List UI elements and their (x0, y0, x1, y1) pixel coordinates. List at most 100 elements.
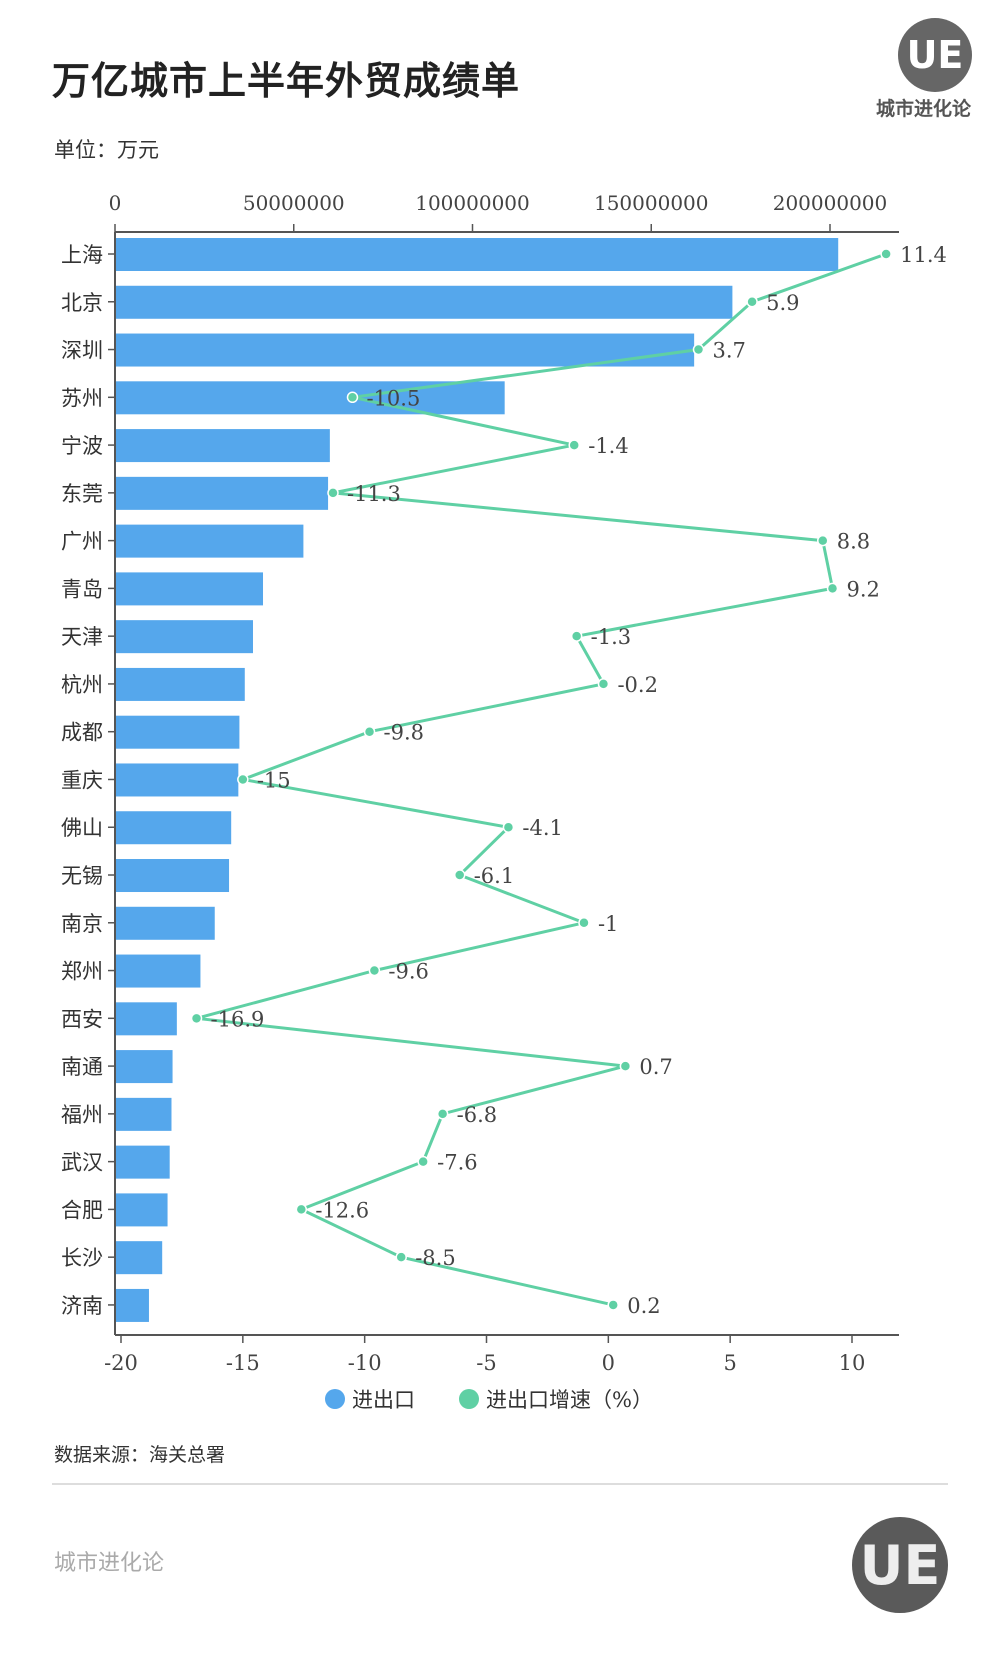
growth-label: -1.4 (588, 434, 629, 458)
bar-青岛 (116, 572, 264, 606)
category-label: 成都 (61, 721, 103, 745)
category-label: 宁波 (61, 434, 103, 458)
growth-label: -12.6 (315, 1198, 369, 1222)
legend-swatch-trade (325, 1389, 345, 1409)
growth-label: -1.3 (591, 625, 632, 649)
growth-point (237, 773, 249, 786)
growth-point (395, 1251, 407, 1263)
growth-point (746, 296, 758, 308)
footer-logo: UE (852, 1517, 948, 1613)
bar-长沙 (116, 1241, 163, 1275)
growth-label: -16.9 (211, 1007, 265, 1031)
category-label: 杭州 (61, 673, 103, 697)
growth-label: -9.6 (388, 960, 429, 984)
category-label: 南京 (61, 912, 103, 936)
category-label: 北京 (61, 291, 103, 315)
footer-brand: 城市进化论 (54, 1551, 165, 1576)
growth-point (327, 487, 339, 499)
category-label: 苏州 (61, 386, 103, 410)
bar-武汉 (116, 1145, 170, 1179)
growth-label: 0.2 (627, 1294, 660, 1318)
page-title: 万亿城市上半年外贸成绩单 (52, 58, 521, 103)
bar-佛山 (116, 811, 232, 845)
divider (52, 1483, 948, 1485)
bottom-axis-tick-label: 5 (723, 1351, 736, 1375)
growth-label: -4.1 (522, 816, 563, 840)
category-label: 重庆 (61, 768, 103, 792)
growth-point (597, 678, 610, 690)
growth-point (295, 1203, 308, 1216)
growth-point (436, 1108, 449, 1120)
category-label: 天津 (61, 625, 103, 649)
growth-label: -6.8 (457, 1103, 498, 1127)
growth-point (880, 248, 892, 260)
growth-label: 9.2 (847, 577, 880, 601)
growth-point (607, 1299, 619, 1311)
data-source: 数据来源：海关总署 (54, 1444, 226, 1466)
category-label: 济南 (61, 1294, 103, 1318)
category-label: 上海 (61, 243, 103, 267)
bar-天津 (116, 620, 253, 654)
bar-苏州 (116, 381, 505, 415)
bar-深圳 (116, 333, 695, 367)
category-label: 西安 (61, 1007, 103, 1031)
category-label: 郑州 (61, 960, 103, 984)
bottom-axis-tick-label: 0 (602, 1351, 615, 1375)
bar-济南 (116, 1288, 149, 1322)
bar-郑州 (116, 954, 201, 988)
bar-福州 (116, 1097, 172, 1131)
footer-logo-mark: UE (859, 1533, 941, 1597)
bar-广州 (116, 524, 304, 558)
brand-logo: UE (898, 18, 972, 92)
bottom-axis-tick-label: -20 (104, 1351, 138, 1375)
category-label: 广州 (61, 530, 103, 554)
category-label: 无锡 (61, 864, 103, 888)
bar-重庆 (116, 763, 239, 797)
growth-point (502, 821, 515, 833)
bottom-axis-tick-label: -15 (226, 1351, 260, 1375)
top-axis-tick-label: 150000000 (594, 191, 709, 215)
bar-上海 (116, 238, 839, 271)
bottom-axis-tick-label: -10 (348, 1351, 382, 1375)
category-label: 青岛 (61, 577, 103, 601)
growth-label: -9.8 (384, 721, 425, 745)
growth-label: 11.4 (900, 243, 947, 267)
category-label: 佛山 (61, 816, 103, 840)
bar-杭州 (116, 667, 245, 701)
growth-label: -10.5 (366, 386, 420, 410)
bottom-axis-tick-label: 10 (839, 1351, 866, 1375)
category-label: 深圳 (61, 339, 103, 363)
growth-point (190, 1012, 203, 1025)
bar-西安 (116, 1002, 177, 1036)
growth-point (453, 869, 466, 881)
growth-point (619, 1060, 632, 1072)
chart: 0 50000000 100000000 150000000 200000000 -20 -… (61, 191, 947, 1412)
growth-point (570, 630, 583, 642)
growth-label: -0.2 (617, 673, 658, 697)
growth-point (826, 582, 839, 595)
growth-point (817, 534, 829, 547)
top-axis-tick-label: 50000000 (243, 191, 345, 215)
growth-point (368, 964, 381, 977)
growth-label: -6.1 (474, 864, 515, 888)
growth-point (417, 1155, 429, 1168)
bar-成都 (116, 715, 240, 749)
top-axis-tick-label: 100000000 (415, 191, 530, 215)
legend-label-trade: 进出口 (352, 1388, 415, 1412)
bar-东莞 (116, 476, 329, 510)
logo-mark: UE (906, 33, 964, 77)
growth-label: -11.3 (347, 482, 401, 506)
unit-label: 单位：万元 (54, 138, 159, 162)
growth-point (692, 343, 705, 356)
bar-南京 (116, 906, 215, 940)
growth-label: 3.7 (712, 339, 745, 363)
bar-无锡 (116, 859, 230, 893)
bar-合肥 (116, 1193, 168, 1227)
top-axis-tick-label: 0 (109, 191, 122, 215)
category-label: 福州 (61, 1103, 103, 1127)
bar-宁波 (116, 429, 330, 463)
growth-label: -1 (598, 912, 618, 936)
growth-label: 8.8 (837, 530, 870, 554)
growth-point (346, 391, 359, 404)
category-label: 南通 (61, 1055, 103, 1079)
